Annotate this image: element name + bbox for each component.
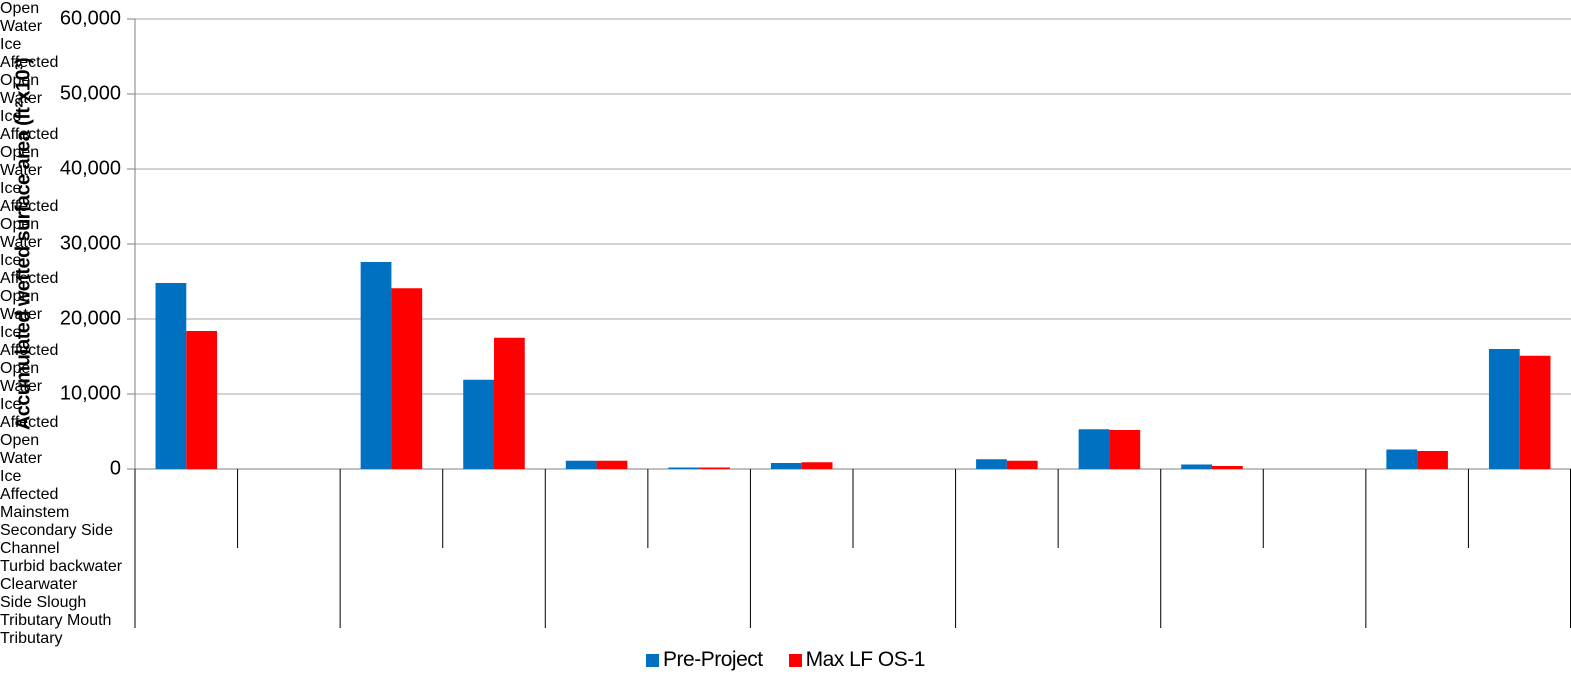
bar: [596, 460, 628, 469]
bar: [391, 288, 423, 469]
y-tick-label: 10,000: [60, 382, 121, 404]
x-tick-label: Ice Affected: [0, 396, 59, 431]
bar: [494, 337, 525, 469]
group-label: Tributary: [0, 630, 63, 647]
bar: [699, 467, 730, 469]
x-tick-label: Ice Affected: [0, 36, 59, 71]
x-tick-label: Ice Affected: [0, 180, 59, 215]
legend-swatch: [788, 653, 802, 667]
legend-swatch: [646, 653, 660, 667]
group-label: Tributary Mouth: [0, 612, 112, 629]
x-tick-label: Open Water: [0, 216, 43, 251]
bar: [1386, 449, 1418, 469]
bar: [1078, 429, 1110, 469]
bar: [976, 459, 1007, 469]
x-tick-label: Ice Affected: [0, 468, 59, 503]
x-tick-label: Open Water: [0, 288, 43, 323]
x-tick-label: Open Water: [0, 72, 43, 107]
y-axis-label: Accumulated wetted surface area (ft²x10³…: [12, 58, 34, 430]
x-tick-label: Open Water: [0, 0, 43, 35]
y-tick-label: 40,000: [60, 157, 121, 179]
x-tick-label: Open Water: [0, 432, 43, 467]
group-label: Side Slough: [0, 594, 87, 611]
group-label: Turbid backwater: [0, 558, 123, 575]
y-tick-label: 20,000: [60, 307, 121, 329]
bar: [360, 262, 392, 469]
bar: [155, 283, 187, 469]
bar: [801, 462, 833, 469]
y-tick-label: 50,000: [60, 82, 121, 104]
bar: [1519, 355, 1551, 469]
x-tick-label: Ice Affected: [0, 108, 59, 143]
bar: [1212, 466, 1243, 469]
x-tick-label: Open Water: [0, 360, 43, 395]
group-label: Clearwater: [0, 576, 78, 593]
bar: [668, 467, 700, 469]
x-tick-label: Open Water: [0, 144, 43, 179]
bar: [1488, 349, 1520, 469]
legend-label: Max LF OS-1: [805, 648, 926, 671]
group-label: Secondary Side Channel: [0, 522, 113, 557]
bar: [186, 331, 218, 469]
bar: [565, 460, 597, 469]
y-tick-label: 30,000: [60, 232, 121, 254]
bar: [1417, 451, 1448, 469]
bar: [1109, 430, 1141, 469]
legend-item: Pre-Project: [646, 648, 763, 672]
legend-label: Pre-Project: [663, 648, 763, 671]
bar: [463, 379, 494, 469]
bar: [1006, 460, 1038, 469]
bar: [1181, 464, 1212, 469]
bar: [770, 463, 802, 469]
group-label: Mainstem: [0, 504, 70, 521]
legend: Pre-Project Max LF OS-1: [0, 648, 1571, 672]
y-tick-label: 0: [110, 457, 121, 479]
x-tick-label: Ice Affected: [0, 324, 59, 359]
y-tick-label: 60,000: [60, 7, 121, 29]
x-tick-label: Ice Affected: [0, 252, 59, 287]
legend-item: Max LF OS-1: [788, 648, 926, 672]
